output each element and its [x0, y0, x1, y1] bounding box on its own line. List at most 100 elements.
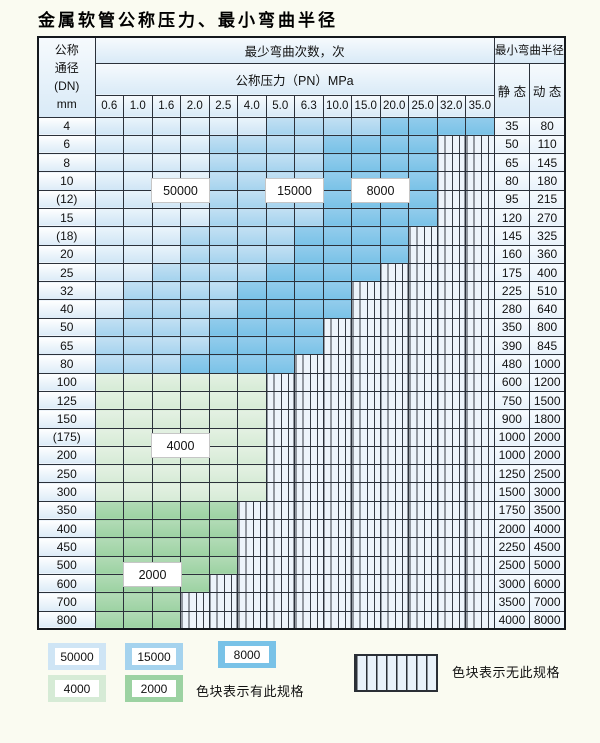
spec-cell	[379, 153, 409, 173]
spec-cell	[180, 482, 210, 502]
no-spec-cell	[294, 390, 324, 411]
no-spec-cell	[465, 482, 495, 502]
dn-cell: 200	[37, 445, 96, 466]
no-spec-cell	[408, 610, 438, 630]
no-spec-cell	[351, 390, 381, 411]
no-spec-cell	[294, 537, 324, 557]
legend-swatch-15000: 15000	[125, 643, 183, 670]
dn-cell: 80	[37, 354, 96, 374]
no-spec-cell	[465, 464, 495, 484]
no-spec-cell	[294, 519, 324, 539]
table-row-dn-50: 50 350 800	[37, 317, 566, 338]
no-spec-cell	[265, 610, 295, 630]
spec-cell	[265, 226, 295, 246]
spec-cell	[151, 299, 181, 319]
spec-cell	[123, 409, 153, 429]
no-spec-cell	[436, 262, 466, 283]
cycles-label-2000: 2000	[123, 562, 182, 587]
spec-cell	[94, 171, 124, 191]
pressure-header-0.6: 0.6	[94, 94, 124, 118]
spec-cell	[208, 244, 238, 264]
no-spec-cell	[265, 519, 295, 539]
static-radius-cell: 35	[493, 116, 531, 136]
no-spec-cell	[294, 610, 324, 630]
spec-cell	[322, 171, 352, 191]
no-spec-cell	[180, 610, 210, 630]
no-spec-cell	[465, 592, 495, 612]
pressure-header-2.0: 2.0	[180, 94, 210, 118]
no-spec-cell	[379, 317, 409, 338]
spec-cell	[94, 354, 124, 374]
no-spec-cell	[208, 592, 238, 612]
spec-cell	[151, 519, 181, 539]
no-spec-cell	[436, 189, 466, 209]
spec-cell	[237, 281, 267, 301]
no-spec-cell	[465, 207, 495, 228]
no-spec-cell	[237, 573, 267, 594]
spec-cell	[180, 226, 210, 246]
spec-cell	[123, 116, 153, 136]
no-spec-cell	[322, 519, 352, 539]
spec-cell	[294, 299, 324, 319]
spec-cell	[379, 226, 409, 246]
legend-has-spec-text: 色块表示有此规格	[196, 684, 305, 699]
table-row-dn-400: 400 2000 4000	[37, 519, 566, 539]
no-spec-cell	[351, 464, 381, 484]
header-row-pressures: 0.6 1.0 1.6 2.0 2.5 4.0 5.0 6.3 10.0 15.0 20.0 25.0…	[38, 94, 565, 118]
dn-cell: 15	[37, 207, 96, 228]
no-spec-cell	[322, 445, 352, 466]
no-spec-cell	[465, 555, 495, 575]
spec-cell	[208, 519, 238, 539]
no-spec-cell	[351, 299, 381, 319]
spec-cell	[94, 610, 124, 630]
spec-cell	[151, 354, 181, 374]
no-spec-cell	[408, 244, 438, 264]
no-spec-cell	[265, 427, 295, 447]
spec-cell	[94, 116, 124, 136]
no-spec-cell	[351, 372, 381, 392]
legend-swatch-50000: 50000	[48, 643, 106, 670]
no-spec-cell	[465, 244, 495, 264]
dn-corner-header: 公称 通径 (DN) mm	[37, 36, 96, 118]
spec-cell	[123, 519, 153, 539]
no-spec-cell	[465, 153, 495, 173]
pressure-header-5.0: 5.0	[265, 94, 295, 118]
no-spec-cell	[379, 409, 409, 429]
pressure-header-20.0: 20.0	[379, 94, 409, 118]
no-spec-cell	[294, 482, 324, 502]
spec-cell	[294, 207, 324, 228]
spec-cell	[94, 482, 124, 502]
table-row-dn-15: 15 120 270	[37, 207, 566, 228]
no-spec-cell	[408, 482, 438, 502]
no-spec-cell	[408, 336, 438, 356]
pressure-header-32.0: 32.0	[436, 94, 466, 118]
dn-cell: 10	[37, 171, 96, 191]
spec-cell	[151, 500, 181, 521]
spec-cell	[294, 336, 324, 356]
spec-cell	[123, 262, 153, 283]
spec-cell	[208, 189, 238, 209]
spec-cell	[180, 390, 210, 411]
static-radius-cell: 4000	[493, 610, 531, 630]
dynamic-radius-cell: 640	[529, 299, 566, 319]
spec-cell	[123, 592, 153, 612]
spec-cell	[265, 354, 295, 374]
spec-cell	[237, 427, 267, 447]
no-spec-cell	[408, 409, 438, 429]
dn-cell: 20	[37, 244, 96, 264]
no-spec-cell	[465, 134, 495, 155]
no-spec-cell	[436, 299, 466, 319]
spec-cell	[94, 153, 124, 173]
spec-cell	[208, 317, 238, 338]
no-spec-cell	[351, 519, 381, 539]
no-spec-cell	[436, 372, 466, 392]
static-radius-cell: 225	[493, 281, 531, 301]
no-spec-cell	[379, 537, 409, 557]
static-radius-cell: 900	[493, 409, 531, 429]
table-row-dn-8: 8 65 145	[37, 153, 566, 173]
static-radius-cell: 3500	[493, 592, 531, 612]
no-spec-cell	[465, 336, 495, 356]
dynamic-radius-cell: 325	[529, 226, 566, 246]
spec-table: 公称 通径 (DN) mm 最少弯曲次数，次 最小弯曲半径 公称压力（PN）MPa 静…	[37, 36, 567, 631]
no-spec-cell	[436, 409, 466, 429]
